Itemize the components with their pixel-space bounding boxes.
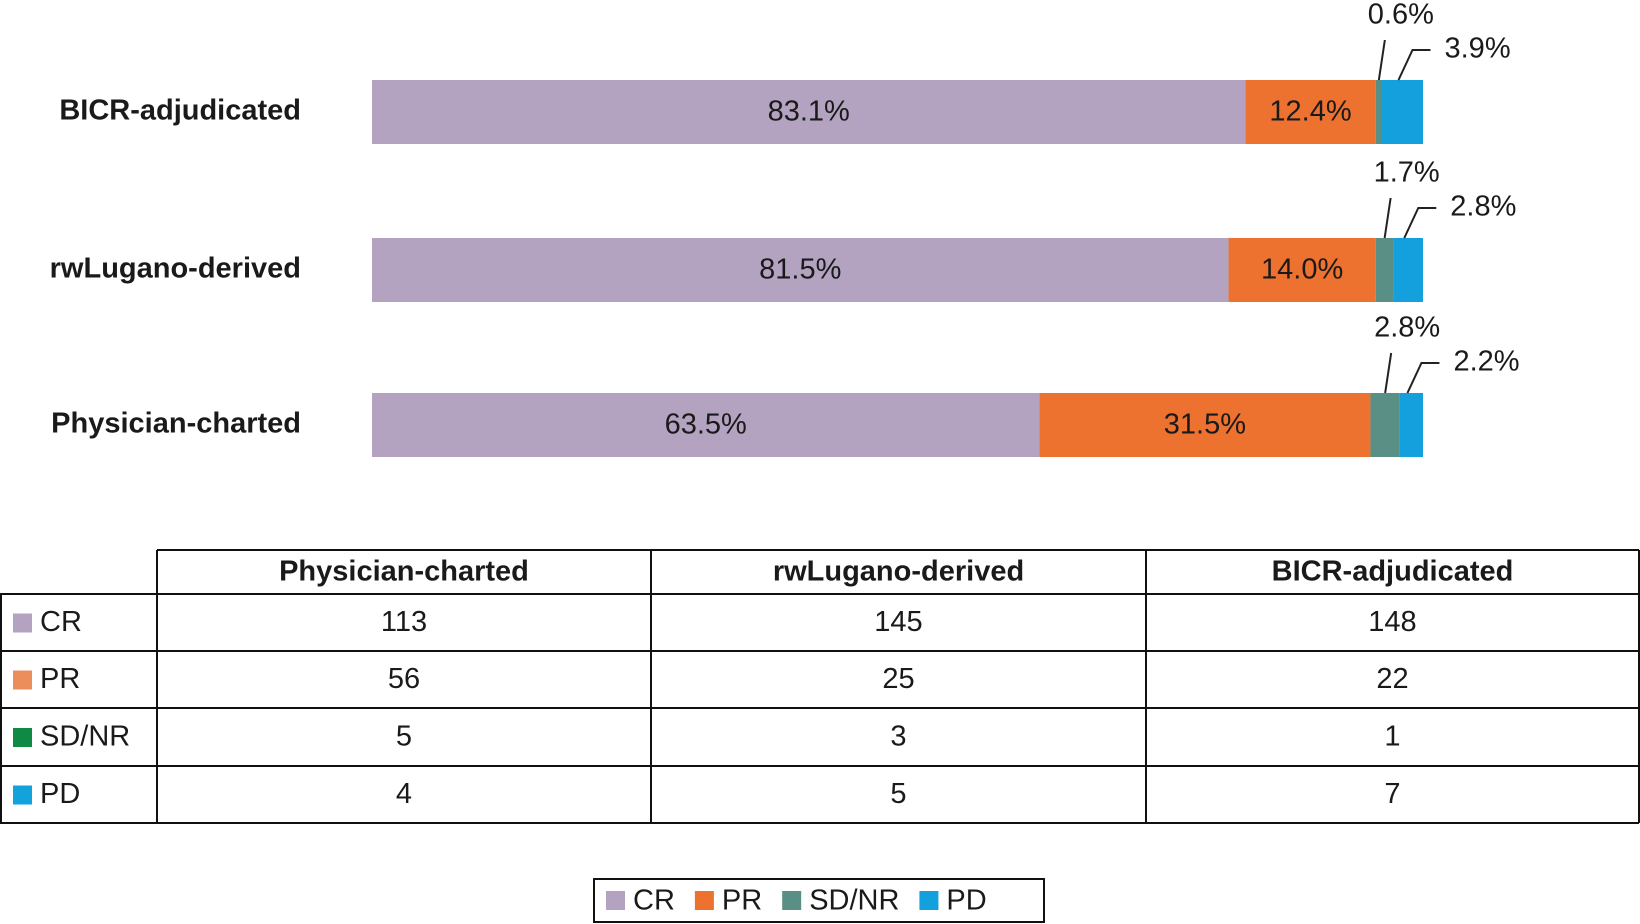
table-cell: 3 [890, 721, 906, 753]
category-label: BICR-adjudicated [59, 95, 301, 127]
bar-segment [372, 238, 1229, 302]
bar-segment [372, 393, 1040, 457]
table-cell: 5 [396, 721, 412, 753]
leader-line [1384, 352, 1393, 394]
data-label: 2.2% [1453, 346, 1519, 378]
table-cell: 22 [1376, 663, 1408, 695]
table-cell: 7 [1384, 778, 1400, 810]
table-header: BICR-adjudicated [1272, 556, 1514, 588]
bar-segment [1375, 80, 1383, 144]
legend-label: PR [722, 885, 762, 917]
leader-line [1397, 49, 1431, 81]
row-label: PR [40, 663, 80, 695]
leader-line [1403, 207, 1437, 239]
legend-swatch [782, 891, 802, 910]
data-label: 63.5% [665, 409, 747, 441]
bar-segment [1370, 393, 1400, 457]
data-label: 14.0% [1261, 254, 1343, 286]
data-label: 2.8% [1450, 191, 1516, 223]
leader-line [1383, 197, 1392, 239]
data-label: 1.7% [1374, 157, 1440, 189]
legend-swatch [606, 891, 625, 910]
row-swatch [13, 670, 32, 690]
category-label: Physician-charted [51, 408, 301, 440]
bar-segment [1375, 238, 1394, 302]
bar-segment [372, 80, 1246, 144]
legend-label: PD [946, 885, 986, 917]
table-cell: 5 [890, 778, 906, 810]
table-cell: 1 [1384, 721, 1400, 753]
data-label: 12.4% [1269, 96, 1351, 128]
table-cell: 148 [1368, 606, 1416, 638]
bar-segment [1228, 238, 1376, 302]
legend-box [593, 878, 1045, 923]
row-label: PD [40, 778, 80, 810]
category-label: rwLugano-derived [50, 253, 301, 285]
data-label: 0.6% [1368, 0, 1434, 31]
bar-segment [1399, 393, 1423, 457]
leader-line [1377, 39, 1386, 81]
bar-segment [1382, 80, 1423, 144]
table-cell: 145 [874, 606, 922, 638]
row-swatch [13, 785, 32, 805]
data-label: 83.1% [768, 96, 850, 128]
legend-swatch [919, 891, 939, 910]
legend-label: CR [633, 885, 675, 917]
data-label: 3.9% [1445, 33, 1511, 65]
table-cell: 56 [388, 663, 420, 695]
bar-segment [1393, 238, 1423, 302]
legend-swatch [694, 891, 714, 910]
row-swatch [13, 728, 32, 747]
row-label: CR [40, 606, 82, 638]
leader-line [1406, 362, 1440, 394]
bar-segment [1245, 80, 1376, 144]
data-label: 81.5% [759, 254, 841, 286]
table-cell: 113 [381, 606, 427, 638]
data-label: 2.8% [1374, 312, 1440, 344]
table-cell: 4 [396, 778, 412, 810]
table-header: Physician-charted [279, 556, 529, 588]
legend-label: SD/NR [809, 885, 899, 917]
row-label: SD/NR [40, 721, 130, 753]
bar-segment [1039, 393, 1371, 457]
row-swatch [13, 613, 32, 633]
table-header: rwLugano-derived [773, 556, 1024, 588]
data-label: 31.5% [1164, 409, 1246, 441]
table-cell: 25 [882, 663, 914, 695]
